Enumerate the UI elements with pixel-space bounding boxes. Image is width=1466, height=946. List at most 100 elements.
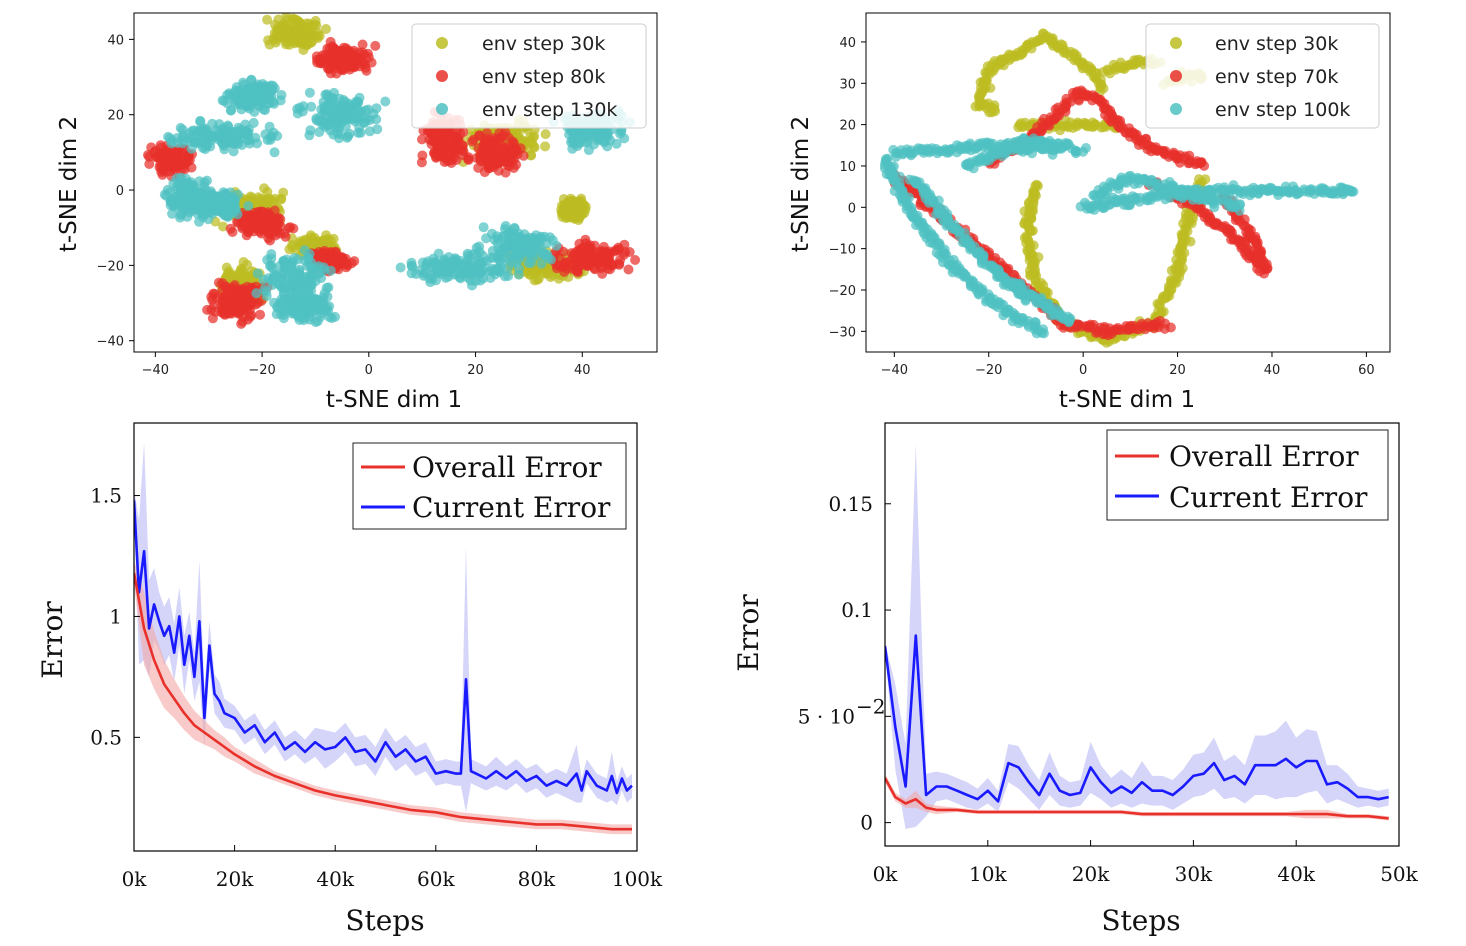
series-3-points (879, 133, 1359, 339)
data-point (463, 152, 474, 163)
data-point (580, 204, 591, 215)
data-point (263, 82, 274, 92)
data-point (1252, 237, 1263, 248)
y-tick-label: 20 (107, 109, 124, 124)
data-point (337, 256, 348, 267)
y-tick-label: −40 (97, 335, 124, 350)
data-point (1003, 304, 1014, 315)
data-point (304, 311, 315, 322)
data-point (270, 193, 281, 204)
data-point (566, 137, 576, 148)
data-point (165, 166, 176, 177)
data-point (509, 154, 520, 164)
data-point (299, 255, 310, 266)
data-point (325, 265, 336, 276)
data-point (380, 96, 391, 107)
data-point (319, 288, 330, 299)
data-point (177, 124, 188, 135)
data-point (523, 236, 534, 247)
data-point (321, 24, 331, 34)
data-point (237, 221, 248, 232)
data-point (1182, 226, 1193, 237)
data-point (449, 256, 460, 267)
data-point (244, 135, 255, 146)
data-point (272, 25, 283, 36)
legend-box (411, 23, 647, 129)
data-point (179, 135, 190, 146)
data-point (291, 33, 302, 44)
data-point (202, 304, 213, 315)
data-point (431, 259, 442, 269)
data-point (527, 138, 538, 149)
data-point (306, 101, 317, 112)
data-point (1185, 236, 1196, 247)
data-point (264, 121, 275, 132)
data-point (540, 141, 551, 152)
data-point (279, 21, 290, 32)
data-point (406, 268, 417, 279)
data-point (1070, 145, 1081, 156)
data-point (357, 39, 368, 50)
data-point (443, 266, 454, 277)
plot-frame (133, 12, 658, 353)
data-point (1038, 28, 1048, 39)
data-point (565, 201, 576, 212)
data-point (224, 266, 234, 277)
data-point (508, 163, 519, 173)
data-point (228, 305, 239, 316)
data-point (209, 300, 219, 310)
data-point (198, 196, 209, 207)
data-point (307, 36, 317, 47)
data-point (426, 135, 437, 146)
data-point (522, 250, 533, 260)
data-point (485, 147, 496, 158)
data-point (242, 281, 253, 292)
data-point (232, 99, 243, 110)
data-point (252, 224, 263, 234)
data-point (162, 184, 173, 195)
data-point (588, 139, 599, 150)
data-point (468, 134, 479, 145)
data-point (558, 246, 569, 257)
data-point (615, 254, 626, 265)
y-tick-label: 0 (116, 184, 124, 199)
data-point (334, 93, 345, 104)
data-point (228, 146, 239, 157)
data-point (542, 268, 552, 279)
data-point (623, 264, 634, 275)
y-tick-label: −20 (97, 259, 124, 274)
data-point (184, 207, 195, 218)
data-point (477, 250, 488, 261)
data-point (335, 108, 346, 119)
data-point (261, 291, 272, 301)
data-point (536, 258, 547, 269)
legend-marker-3 (436, 103, 448, 115)
data-point (306, 29, 317, 40)
data-point (495, 144, 506, 155)
data-point (194, 125, 205, 136)
data-point (266, 260, 277, 271)
data-point (503, 271, 514, 281)
data-point (298, 39, 309, 50)
data-point (176, 172, 187, 183)
data-point (227, 227, 238, 237)
data-point (370, 40, 381, 51)
data-point (275, 214, 286, 225)
data-point (1015, 315, 1026, 325)
data-point (290, 14, 301, 25)
data-point (478, 222, 489, 233)
data-point (318, 297, 329, 308)
legend-marker-1 (436, 37, 448, 49)
data-point (497, 231, 508, 242)
data-point (432, 150, 442, 161)
data-point (243, 200, 254, 211)
data-point (605, 135, 616, 146)
data-point (568, 209, 579, 220)
data-point (1110, 197, 1121, 208)
data-point (503, 254, 514, 265)
data-point (269, 147, 280, 158)
data-point (361, 65, 372, 76)
data-point (321, 52, 332, 63)
data-point (268, 33, 279, 44)
